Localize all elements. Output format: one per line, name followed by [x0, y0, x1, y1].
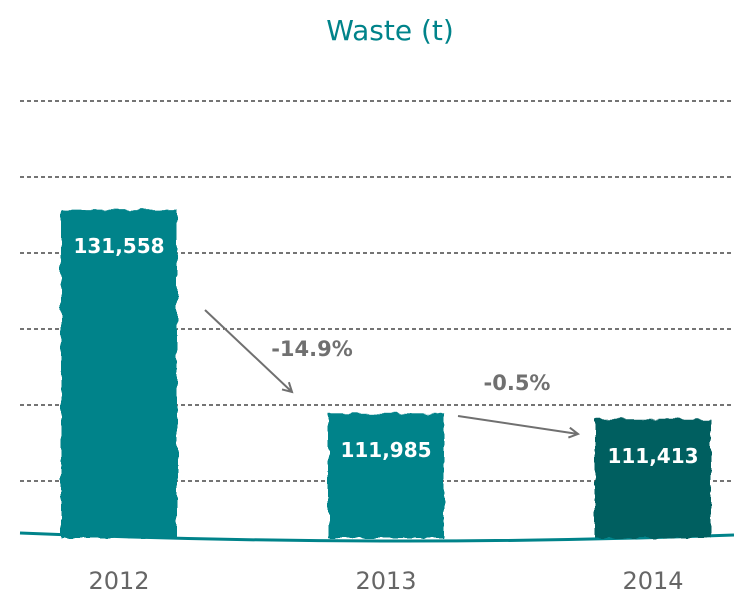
- chart-title: Waste (t): [326, 14, 454, 47]
- bar: [61, 209, 177, 538]
- annotation: -0.5%: [484, 371, 551, 395]
- value-label: 111,413: [607, 444, 698, 468]
- value-label: 131,558: [73, 234, 164, 258]
- arrow: [204, 309, 292, 392]
- bar: [595, 419, 711, 538]
- value-label: 111,985: [340, 438, 431, 462]
- annotation: -14.9%: [271, 337, 353, 361]
- x-tick-label: 2012: [88, 567, 149, 595]
- x-tick-label: 2013: [355, 567, 416, 595]
- arrow: [457, 415, 578, 434]
- bar: [328, 413, 444, 538]
- x-tick-label: 2014: [622, 567, 683, 595]
